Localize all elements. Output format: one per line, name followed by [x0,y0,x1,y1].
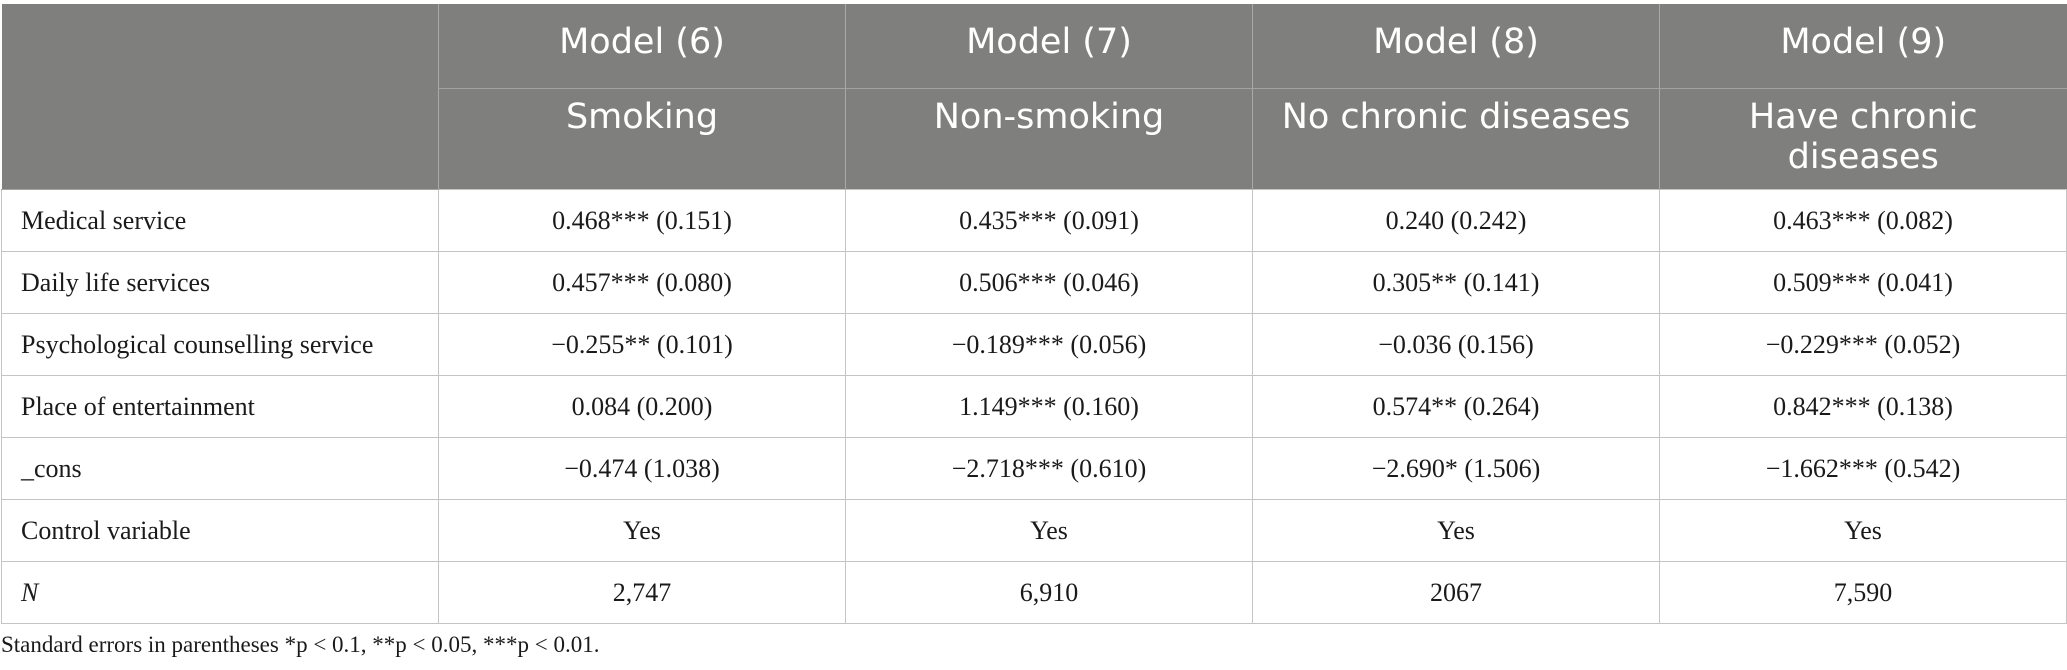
table-cell: −0.229*** (0.052) [1659,313,2067,376]
table-cell: −1.662*** (0.542) [1659,437,2067,500]
table-cell: −2.718*** (0.610) [845,437,1253,500]
header-row-models: Model (6) Model (7) Model (8) Model (9) [1,4,2067,190]
table-cell: Yes [845,499,1253,562]
table-cell: 6,910 [845,561,1253,624]
header-group-no-chronic: No chronic diseases [1252,88,1660,190]
row-label: Control variable [1,499,439,562]
table-cell: 0.842*** (0.138) [1659,375,2067,438]
table-row: Medical service 0.468*** (0.151) 0.435**… [1,189,2067,252]
table-cell: 0.468*** (0.151) [438,189,846,252]
row-label: Place of entertainment [1,375,439,438]
row-label: N [1,561,439,624]
table-cell: 0.240 (0.242) [1252,189,1660,252]
table-header: Model (6) Model (7) Model (8) Model (9) … [1,4,2067,190]
row-label: _cons [1,437,439,500]
header-group-have-chronic: Have chronic diseases [1659,88,2067,190]
table-cell: 0.435*** (0.091) [845,189,1253,252]
table-cell: 0.463*** (0.082) [1659,189,2067,252]
table-row: Control variable Yes Yes Yes Yes [1,499,2067,562]
table-cell: 0.084 (0.200) [438,375,846,438]
table-cell: −0.474 (1.038) [438,437,846,500]
header-model-6: Model (6) [438,4,846,89]
table-cell: −0.036 (0.156) [1252,313,1660,376]
header-group-smoking: Smoking [438,88,846,190]
table-cell: −2.690* (1.506) [1252,437,1660,500]
table-row: Daily life services 0.457*** (0.080) 0.5… [1,251,2067,314]
table-cell: 2,747 [438,561,846,624]
header-group-non-smoking: Non-smoking [845,88,1253,190]
table-footnote: Standard errors in parentheses *p < 0.1,… [1,632,600,657]
table-cell: 1.149*** (0.160) [845,375,1253,438]
regression-table: Model (6) Model (7) Model (8) Model (9) … [1,4,2067,624]
table-cell: Yes [1252,499,1660,562]
header-model-8: Model (8) [1252,4,1660,89]
row-label: Psychological counselling service [1,313,439,376]
table-cell: 0.509*** (0.041) [1659,251,2067,314]
row-label: Medical service [1,189,439,252]
table-row: Psychological counselling service −0.255… [1,313,2067,376]
row-label: Daily life services [1,251,439,314]
table-cell: 7,590 [1659,561,2067,624]
table-row: N 2,747 6,910 2067 7,590 [1,561,2067,624]
table-row: Place of entertainment 0.084 (0.200) 1.1… [1,375,2067,438]
table-body: Medical service 0.468*** (0.151) 0.435**… [1,189,2067,624]
table-cell: 2067 [1252,561,1660,624]
header-model-9: Model (9) [1659,4,2067,89]
table-cell: 0.574** (0.264) [1252,375,1660,438]
table-cell: 0.506*** (0.046) [845,251,1253,314]
table-row: _cons −0.474 (1.038) −2.718*** (0.610) −… [1,437,2067,500]
header-row-groups: Smoking Non-smoking No chronic diseases … [2,88,2067,190]
header-corner-cell [1,4,439,190]
table-cell: −0.189*** (0.056) [845,313,1253,376]
table-cell: 0.305** (0.141) [1252,251,1660,314]
header-model-7: Model (7) [845,4,1253,89]
table-cell: −0.255** (0.101) [438,313,846,376]
table-cell: 0.457*** (0.080) [438,251,846,314]
table-cell: Yes [1659,499,2067,562]
table-cell: Yes [438,499,846,562]
